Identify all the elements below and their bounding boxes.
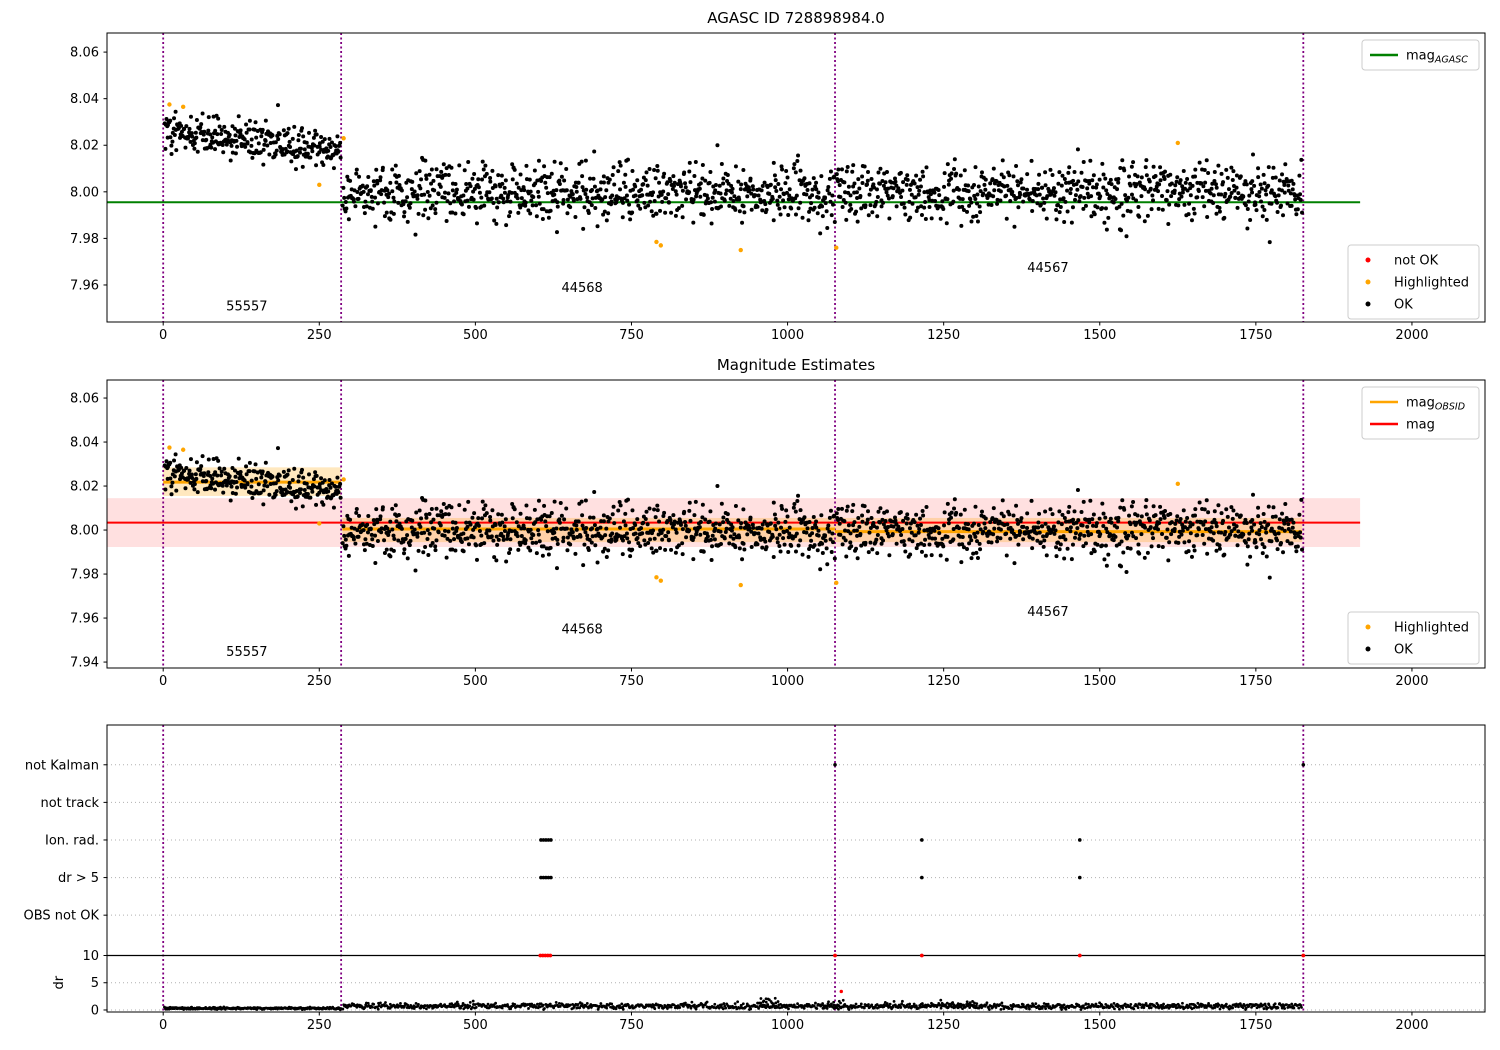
mag-estimates-highlighted-points [167,445,1181,588]
x-tick-label: 750 [619,1018,644,1033]
x-tick-label: 1500 [1083,674,1116,689]
legend-box [1361,39,1480,71]
agasc-mag-highlighted-points [167,102,1181,253]
y-tick-label: 8.04 [70,436,99,451]
dr-outlier-point [839,989,843,994]
x-tick-label: 500 [463,1018,488,1033]
plot-flags-dr: 0 250 500 750 1000 1250 1500 1750 2000 0 5 10 OBS no… [24,724,1486,1033]
y-tick-label: 5 [91,976,99,991]
legend-dot-sample [1365,257,1371,263]
x-tick-label: 1500 [1083,328,1116,343]
y-tick-label: 8.00 [70,524,99,539]
agasc-mag-title: AGASC ID 728898984.0 [707,9,885,27]
obsid-label: 44568 [561,281,602,296]
y-tick-label: 7.96 [70,278,99,293]
x-tick-label: 1000 [771,674,804,689]
not-kalman-points [833,762,1306,767]
legend-box [1347,611,1480,665]
legend-dot-sample [1365,624,1371,630]
agasc-mag-spines [106,32,1486,323]
legend-entry-label: OK [1394,643,1413,658]
obsid-label: 55557 [226,300,267,315]
x-tick-label: 1000 [771,1018,804,1033]
dr-gt-5-points [539,875,1082,880]
x-tick-label: 1750 [1239,328,1272,343]
mag-estimates-ok-points [162,446,1305,580]
mag-estimates-spines [106,379,1486,669]
flags-dr-ok-points [163,996,1303,1012]
x-tick-label: 1250 [927,1018,960,1033]
y-tick-label: 8.06 [70,392,99,407]
y-tick-label: 8.02 [70,480,99,495]
agasc-mag-legend-0: magAGASC [1361,39,1480,71]
agasc-mag-legend-1: not OK Highlighted OK [1347,244,1480,320]
y-tick-label: 8.06 [70,46,99,61]
y-tick-label: dr > 5 [58,871,99,886]
y-tick-label: 7.96 [70,612,99,627]
y-tick-label: 10 [82,949,99,964]
legend-entry-label: OK [1394,298,1413,313]
x-tick-label: 750 [619,328,644,343]
flags-dr-plot-area [107,725,1485,1012]
x-tick-label: 0 [159,1018,167,1033]
x-tick-label: 0 [159,674,167,689]
legend-dot-sample [1365,279,1371,285]
obsid-label: 44568 [561,622,602,637]
ion-rad-points [539,838,1082,842]
x-tick-label: 2000 [1395,1018,1428,1033]
legend-dot-sample [1365,301,1371,307]
obsid-label: 44567 [1027,261,1068,276]
x-tick-label: 250 [307,674,332,689]
y-tick-label: not track [40,796,99,811]
y-tick-label: 7.98 [70,232,99,247]
mag-estimates-title: Magnitude Estimates [717,356,875,374]
y-tick-label: OBS not OK [24,909,100,924]
x-tick-label: 250 [307,1018,332,1033]
obsid-label: 44567 [1027,605,1068,620]
legend-entry-label: not OK [1394,254,1439,269]
y-tick-label: 8.04 [70,92,99,107]
x-tick-label: 1750 [1239,674,1272,689]
y-tick-label: 7.98 [70,568,99,583]
y-tick-label: 7.94 [70,656,99,671]
x-tick-label: 1750 [1239,1018,1272,1033]
x-tick-label: 500 [463,674,488,689]
y-tick-label: 8.00 [70,185,99,200]
x-tick-label: 750 [619,674,644,689]
mag-estimates-legend-1: Highlighted OK [1347,611,1480,665]
plot-mag-estimates: 55557 44568 44567 0 250 500 750 1000 1250 1500 175… [70,356,1486,689]
x-tick-label: 2000 [1395,328,1428,343]
agasc-mag-ok-points [162,103,1305,245]
legend-entry-label: Highlighted [1394,276,1469,291]
legend-entry-label: Highlighted [1394,621,1469,636]
plot-agasc-mag: 55557 44568 44567 0 250 500 750 1000 1250 1500 175… [70,9,1486,343]
agasc-mag-plot-area [107,33,1485,322]
legend-box [1361,386,1480,440]
y-tick-label: Ion. rad. [45,833,99,848]
x-tick-label: 1250 [927,674,960,689]
legend-box [1347,244,1480,320]
x-tick-label: 0 [159,328,167,343]
x-tick-label: 250 [307,328,332,343]
y-tick-label: not Kalman [25,758,99,773]
x-tick-label: 1250 [927,328,960,343]
flags-dr-spines [106,724,1486,1013]
y-axis-label: dr [52,975,67,989]
x-tick-label: 2000 [1395,674,1428,689]
y-tick-label: 0 [91,1003,99,1018]
x-tick-label: 500 [463,328,488,343]
x-tick-label: 1000 [771,328,804,343]
x-tick-label: 1500 [1083,1018,1116,1033]
legend-dot-sample [1365,646,1371,652]
y-tick-label: 8.02 [70,139,99,154]
legend-entry-label: mag [1406,418,1435,433]
obsid-label: 55557 [226,645,267,660]
dr-clipped-at-10-points [538,953,1306,958]
